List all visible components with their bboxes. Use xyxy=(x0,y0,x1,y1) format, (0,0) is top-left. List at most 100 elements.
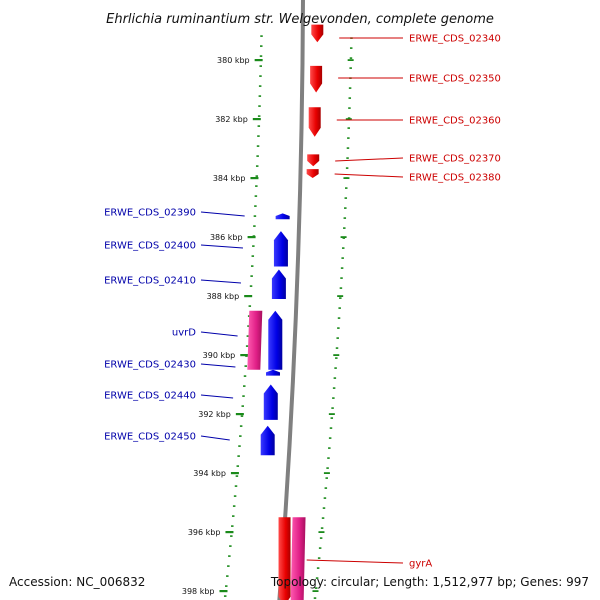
outer-minor-tick xyxy=(338,307,341,309)
inner-minor-tick xyxy=(231,525,234,527)
outer-minor-tick xyxy=(330,417,334,419)
major-tick xyxy=(230,472,239,475)
outer-major-tick xyxy=(340,236,347,238)
outer-minor-tick xyxy=(321,517,325,519)
outer-minor-tick xyxy=(342,237,346,239)
leader-line xyxy=(200,279,242,284)
reverse-gene-arrow xyxy=(271,269,286,299)
forward-gene-arrow xyxy=(278,517,291,600)
inner-minor-tick xyxy=(230,535,233,537)
leader-line xyxy=(200,244,244,249)
inner-minor-tick xyxy=(259,65,262,67)
inner-minor-tick xyxy=(250,275,253,277)
gene-label: ERWE_CDS_02340 xyxy=(409,34,501,45)
inner-minor-tick xyxy=(255,185,258,187)
tick-labels: 380 kbp 382 kbp 384 kbp 386 kbp 388 kbp 390 k… xyxy=(182,56,263,596)
outer-major-tick xyxy=(343,177,350,179)
reverse-gene-arrow xyxy=(273,231,288,267)
leader-line xyxy=(200,394,234,399)
inner-minor-tick xyxy=(227,565,230,567)
gene-label: ERWE_CDS_02350 xyxy=(409,74,501,85)
major-tick xyxy=(225,531,234,534)
outer-major-tick xyxy=(318,531,325,533)
outer-minor-tick xyxy=(327,457,330,459)
inner-minor-tick xyxy=(255,175,259,177)
outer-major-tick xyxy=(333,354,340,356)
outer-minor-tick xyxy=(348,97,352,99)
inner-minor-tick xyxy=(223,595,227,597)
genome-backbone xyxy=(277,0,305,600)
outer-minor-tick xyxy=(343,227,346,229)
inner-minor-tick xyxy=(246,335,250,337)
outer-minor-tick xyxy=(326,467,329,469)
outer-minor-tick xyxy=(332,387,336,389)
major-tick xyxy=(244,295,253,298)
outer-minor-tick xyxy=(337,317,341,319)
outer-minor-tick xyxy=(325,477,328,479)
outer-minor-tick xyxy=(318,547,322,549)
inner-minor-tick xyxy=(234,485,238,487)
major-tick xyxy=(247,236,256,239)
gene-label: ERWE_CDS_02410 xyxy=(104,276,196,287)
outer-minor-tick xyxy=(317,557,321,559)
forward-gene-arrow xyxy=(311,24,324,43)
forward-gene-arrow xyxy=(307,154,320,167)
inner-minor-tick xyxy=(249,285,253,287)
outer-minor-tick xyxy=(322,507,326,509)
outer-minor-tick xyxy=(347,127,350,129)
outer-major-tick xyxy=(323,472,330,474)
outer-minor-tick xyxy=(347,117,351,119)
outer-minor-tick xyxy=(334,367,337,369)
outer-minor-tick xyxy=(316,567,320,569)
inner-minor-tick xyxy=(257,135,260,137)
outer-minor-tick xyxy=(344,207,347,209)
inner-minor-tick xyxy=(226,575,229,577)
major-tick xyxy=(240,354,249,357)
inner-minor-tick xyxy=(258,105,261,107)
inner-minor-tick xyxy=(239,435,242,437)
gene-label: ERWE_CDS_02380 xyxy=(409,173,501,184)
inner-minor-tick xyxy=(242,395,245,397)
outer-minor-tick xyxy=(313,597,317,599)
outer-major-tick xyxy=(347,59,354,61)
inner-minor-tick xyxy=(243,375,247,377)
inner-minor-tick xyxy=(260,45,263,47)
tick-label: 384 kbp xyxy=(213,174,246,183)
outer-minor-tick xyxy=(340,277,343,279)
outer-minor-tick xyxy=(331,407,334,409)
outer-minor-tick xyxy=(349,57,353,59)
outer-minor-tick xyxy=(343,217,347,219)
inner-minor-tick xyxy=(245,345,249,347)
major-tick xyxy=(254,59,263,62)
outer-minor-tick xyxy=(314,587,318,589)
inner-minor-tick xyxy=(255,165,259,167)
leader-line xyxy=(200,435,230,441)
reverse-gene-arrow xyxy=(260,425,275,456)
inner-minor-tick xyxy=(248,305,252,307)
gene-label: ERWE_CDS_02390 xyxy=(104,208,196,219)
tick-label: 394 kbp xyxy=(193,469,226,478)
inner-minor-tick xyxy=(228,555,231,557)
major-tick xyxy=(250,177,259,180)
outer-minor-tick xyxy=(337,327,340,329)
inner-minor-tick xyxy=(254,205,257,207)
leader-line xyxy=(306,559,404,564)
outer-minor-tick xyxy=(344,197,348,199)
outer-minor-tick xyxy=(346,157,349,159)
inner-minor-tick xyxy=(243,385,246,387)
leader-line xyxy=(335,157,404,162)
outer-minor-tick xyxy=(339,287,343,289)
outer-minor-tick xyxy=(315,577,319,579)
outer-minor-tick xyxy=(349,47,353,49)
leader-line xyxy=(334,173,404,178)
accession-text: Accession: NC_006832 xyxy=(9,575,145,589)
outer-minor-tick xyxy=(332,397,335,399)
tick-label: 386 kbp xyxy=(210,233,243,242)
inner-minor-tick xyxy=(251,255,255,257)
tick-label: 390 kbp xyxy=(203,351,236,360)
outer-minor-tick xyxy=(329,427,333,429)
inner-minor-tick xyxy=(257,115,261,117)
forward-gene-arrow xyxy=(306,169,319,178)
outer-tick-ring xyxy=(312,37,354,599)
inner-minor-tick xyxy=(238,445,241,447)
